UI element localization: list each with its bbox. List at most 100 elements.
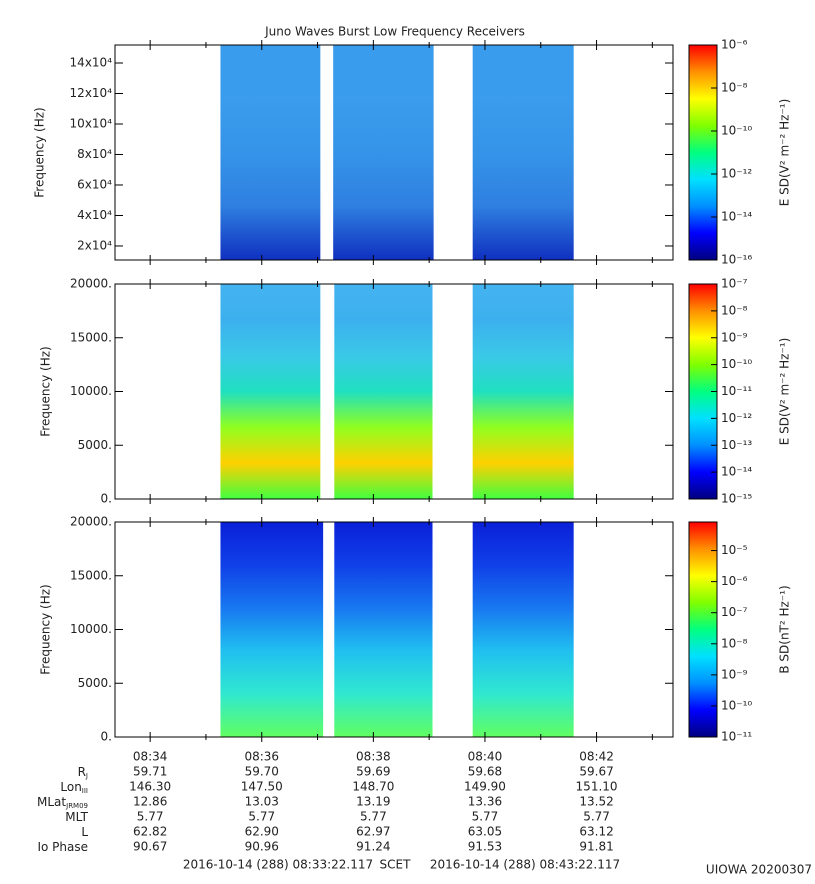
colorbar-label: B SD(nT² Hz⁻¹) [778,585,792,673]
y-axis-label: Frequency (Hz) [39,584,53,675]
y-axis-label: Frequency (Hz) [39,346,53,437]
colorbar-tick-label: 10⁻¹² [721,167,752,181]
ephemeris-value: 63.05 [468,825,502,839]
ephemeris-value: 13.52 [579,795,613,809]
y-tick-label: 8x10⁴ [77,147,112,161]
colorbar-tick-label: 10⁻⁷ [721,277,748,291]
y-tick-label: 10x10⁴ [70,116,113,130]
ephemeris-label-main: Lon [60,780,81,794]
y-tick-label: 14x10⁴ [70,55,113,69]
ephemeris-label: Io Phase [37,840,88,854]
ephemeris-value: 91.24 [356,840,390,854]
ephemeris-value: 59.71 [133,765,167,779]
ephemeris-value: 5.77 [137,810,164,824]
footer-start: 2016-10-14 (288) 08:33:22.117 [183,858,373,872]
ephemeris-label: MLatJRM09 [37,795,88,811]
y-tick-label: 0. [101,492,112,506]
colorbar-tick-label: 10⁻⁸ [721,81,748,95]
colorbar-label: E SD(V² m⁻² Hz⁻¹) [778,338,792,446]
ephemeris-value: 5.77 [360,810,387,824]
y-tick-label: 6x10⁴ [77,177,112,191]
ephemeris-value: 148.70 [352,780,394,794]
colorbar-tick-label: 10⁻⁸ [721,636,748,650]
ephemeris-value: 90.67 [133,840,167,854]
data-segment [220,284,321,499]
colorbar-label: E SD(V² m⁻² Hz⁻¹) [778,99,792,207]
ephemeris-value: 5.77 [248,810,275,824]
y-tick-label: 2x10⁴ [77,238,112,252]
ephemeris-value: 149.90 [464,780,506,794]
plot-frame [114,44,674,261]
y-tick-label: 0. [101,730,112,744]
colorbar-tick-label: 10⁻⁶ [721,574,748,588]
ephemeris-value: 91.53 [468,840,502,854]
ephemeris-value: 151.10 [576,780,618,794]
data-segment [472,284,574,499]
x-tick-label: 08:36 [244,750,279,764]
x-tick-label: 08:34 [133,750,168,764]
colorbar-tick-label: 10⁻¹⁴ [721,210,752,224]
y-tick-label: 12x10⁴ [70,86,113,100]
footer-end: 2016-10-14 (288) 08:43:22.117 [430,858,620,872]
ephemeris-value: 63.12 [579,825,613,839]
y-tick-label: 15000. [70,568,112,582]
data-segment [472,522,574,737]
y-tick-label: 10000. [70,622,112,636]
ephemeris-label: LonIII [60,780,88,796]
ephemeris-value: 59.68 [468,765,502,779]
footer-stamp: UIOWA 20200307 [706,863,812,877]
ephemeris-value: 147.50 [241,780,283,794]
y-tick-label: 5000. [78,438,112,452]
y-tick-label: 20000. [70,515,112,529]
colorbar-tick-label: 10⁻⁷ [721,605,748,619]
colorbar-tick-label: 10⁻¹³ [721,438,752,452]
y-tick-label: 10000. [70,384,112,398]
ephemeris-value: 62.97 [356,825,390,839]
colorbar-tick-label: 10⁻⁹ [721,330,748,344]
colorbar-tick-label: 10⁻⁵ [721,543,748,557]
y-tick-label: 4x10⁴ [77,208,112,222]
figure-title: Juno Waves Burst Low Frequency Receivers [264,25,525,39]
y-tick-label: 15000. [70,330,112,344]
colorbar-tick-label: 10⁻¹⁶ [721,253,752,267]
ephemeris-value: 62.90 [245,825,279,839]
data-segment [220,522,324,737]
y-axis-label: Frequency (Hz) [33,107,47,198]
ephemeris-label-main: R [78,765,86,779]
ephemeris-value: 5.77 [583,810,610,824]
colorbar-tick-label: 10⁻¹⁰ [721,698,752,712]
data-segment [472,45,574,260]
colorbar-tick-label: 10⁻¹² [721,411,752,425]
colorbar-tick-label: 10⁻¹⁰ [721,124,752,138]
colorbar [688,44,718,261]
ephemeris-value: 13.36 [468,795,502,809]
data-segment [220,45,321,260]
ephemeris-value: 12.86 [133,795,167,809]
y-tick-label: 5000. [78,676,112,690]
ephemeris-value: 5.77 [472,810,499,824]
ephemeris-value: 59.69 [356,765,390,779]
ephemeris-label-main: MLat [37,795,66,809]
ephemeris-value: 13.19 [356,795,390,809]
ephemeris-label: RJ [78,765,88,781]
ephemeris-label-sub: J [85,772,88,780]
x-tick-label: 08:42 [579,750,614,764]
ephemeris-label-main: MLT [65,810,88,824]
colorbar-tick-label: 10⁻⁹ [721,667,748,681]
ephemeris-label-main: L [81,825,88,839]
ephemeris-label-sub: JRM09 [65,802,88,810]
ephemeris-value: 91.81 [579,840,613,854]
colorbar-tick-label: 10⁻¹⁵ [721,492,752,506]
ephemeris-value: 90.96 [245,840,279,854]
colorbar-tick-label: 10⁻¹⁴ [721,465,752,479]
ephemeris-value: 13.03 [245,795,279,809]
colorbar [688,521,718,738]
colorbar-tick-label: 10⁻¹¹ [721,384,752,398]
data-segment [334,522,433,737]
ephemeris-value: 62.82 [133,825,167,839]
data-segment [333,45,434,260]
colorbar-tick-label: 10⁻¹¹ [721,730,752,744]
colorbar-tick-label: 10⁻⁶ [721,38,748,52]
ephemeris-label-main: Io Phase [37,840,88,854]
